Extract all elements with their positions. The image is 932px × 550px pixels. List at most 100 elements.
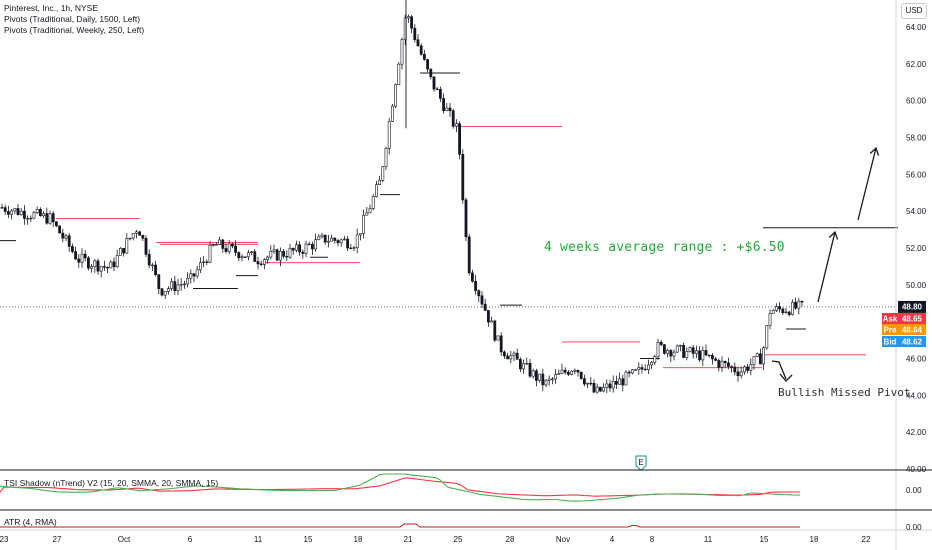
candle: [160, 288, 164, 297]
indicator-panes: 0.00 0.00: [0, 473, 922, 532]
svg-text:48.62: 48.62: [902, 338, 923, 347]
candle: [541, 368, 545, 392]
candle: [582, 374, 586, 387]
candle: [336, 238, 340, 247]
candle: [112, 257, 116, 272]
indicator-legend-daily-pivots: Pivots (Traditional, Daily, 1500, Left): [4, 14, 141, 24]
tsi-pane-label: TSI Shadow (nTrend) V2 (15, 20, SMMA, 20…: [4, 478, 219, 488]
candle: [320, 232, 324, 239]
svg-text:E: E: [638, 458, 643, 467]
candle: [550, 377, 554, 385]
x-tick-label: 28: [506, 535, 515, 544]
candle: [368, 204, 372, 214]
candle: [157, 274, 161, 295]
candle: [752, 356, 756, 370]
candle: [144, 235, 148, 258]
candle: [701, 346, 705, 367]
candle: [189, 269, 193, 284]
y-tick-label: 62.00: [906, 60, 927, 69]
candle: [694, 345, 698, 358]
candle: [259, 260, 263, 267]
y-tick-label: 60.00: [906, 97, 927, 106]
candle: [723, 360, 727, 369]
y-tick-label: 58.00: [906, 134, 927, 143]
candle: [294, 240, 298, 253]
candle: [288, 243, 292, 259]
candle: [704, 344, 708, 357]
candle: [762, 345, 766, 371]
candle: [58, 225, 62, 234]
candle: [365, 206, 369, 216]
x-tick-label: 6: [188, 535, 193, 544]
candle: [138, 230, 142, 236]
candle: [326, 234, 330, 248]
candle: [675, 344, 679, 354]
target-arrow-icon: [857, 146, 880, 221]
candle: [154, 260, 158, 277]
candle: [749, 358, 753, 376]
candle: [547, 375, 551, 386]
candle: [0, 203, 4, 209]
candle: [730, 365, 734, 373]
candle: [784, 308, 788, 314]
candle: [170, 278, 174, 292]
candle: [518, 357, 522, 373]
candle: [397, 62, 401, 86]
pivot-lines: [0, 72, 898, 369]
candle: [691, 344, 695, 359]
candle: [736, 366, 740, 382]
candle: [544, 378, 548, 388]
candle: [739, 366, 743, 379]
candle: [167, 286, 170, 295]
candle: [16, 204, 20, 216]
tsi-line: [0, 473, 801, 502]
x-tick-label: Nov: [556, 535, 570, 544]
candle: [333, 237, 337, 244]
candle: [486, 310, 490, 327]
candle: [106, 266, 110, 274]
candle: [314, 233, 318, 252]
candle: [211, 243, 215, 247]
candle: [506, 352, 510, 360]
candle: [413, 24, 417, 43]
candle: [448, 102, 452, 117]
candle: [48, 210, 52, 225]
candle: [800, 300, 804, 307]
candle: [611, 375, 615, 393]
x-tick-label: 27: [53, 535, 62, 544]
candle: [765, 325, 769, 350]
candle: [74, 246, 78, 260]
candle: [720, 356, 724, 372]
candle: [355, 228, 359, 254]
annotation-arrows: E: [635, 146, 880, 471]
candle: [173, 275, 177, 295]
candle: [467, 234, 471, 276]
candle: [746, 363, 750, 374]
candle: [515, 348, 519, 360]
pre-badge: Pre 48.64: [882, 324, 926, 335]
candle: [304, 240, 308, 257]
candle: [317, 233, 321, 241]
currency-button[interactable]: USD: [901, 3, 927, 19]
candle: [768, 309, 772, 330]
candle: [445, 103, 449, 112]
candle: [419, 43, 423, 56]
candle: [266, 255, 270, 264]
candle: [45, 207, 49, 225]
indicator-legend-weekly-pivots: Pivots (Traditional, Weekly, 250, Left): [4, 25, 145, 35]
candle: [659, 340, 663, 347]
y-tick-label: 54.00: [906, 207, 927, 216]
candle: [253, 249, 257, 262]
candle: [128, 237, 132, 241]
candle: [109, 260, 113, 269]
x-tick-label: 15: [304, 535, 313, 544]
candle: [787, 310, 791, 317]
candle: [307, 241, 311, 246]
candle: [733, 362, 737, 376]
candle: [602, 383, 606, 393]
candle: [563, 367, 567, 375]
candle: [627, 370, 631, 378]
candle: [797, 298, 801, 315]
candle: [522, 359, 526, 374]
